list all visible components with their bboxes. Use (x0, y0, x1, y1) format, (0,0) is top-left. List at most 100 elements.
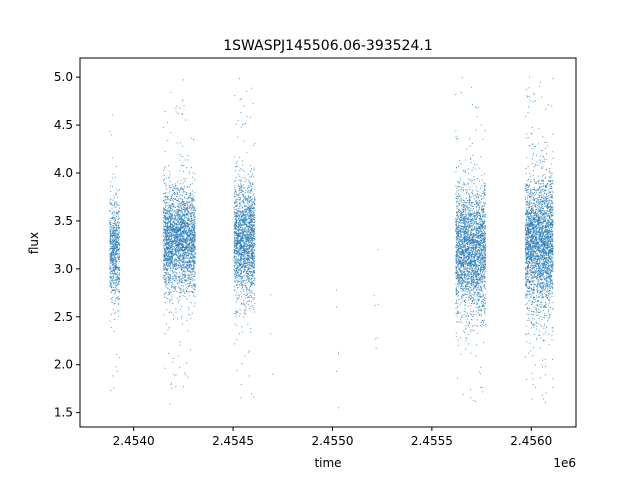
data-point (172, 357, 174, 359)
data-point (191, 167, 193, 169)
data-point (175, 251, 177, 253)
data-point (180, 255, 182, 257)
data-point (178, 235, 180, 237)
data-point (250, 185, 252, 187)
data-point (111, 279, 113, 281)
data-point (249, 228, 251, 230)
data-point (249, 267, 251, 269)
data-point (179, 235, 181, 237)
data-point (164, 269, 166, 271)
data-point (240, 223, 242, 225)
data-point (247, 269, 249, 271)
data-point (251, 230, 253, 232)
data-point (253, 207, 255, 209)
data-point (174, 194, 176, 195)
data-point (242, 248, 244, 250)
data-point (164, 229, 166, 231)
data-point (252, 213, 254, 215)
data-point (110, 253, 112, 255)
data-point (236, 369, 238, 371)
data-point (244, 215, 246, 217)
data-point (243, 217, 245, 219)
data-point (247, 248, 249, 250)
data-point (189, 263, 191, 265)
data-point (181, 226, 183, 228)
data-point (170, 229, 172, 231)
data-point (175, 386, 177, 388)
data-point (164, 200, 166, 202)
data-point (170, 196, 172, 198)
data-point (172, 231, 174, 233)
data-point (252, 273, 254, 275)
data-point (250, 240, 252, 242)
data-point (237, 165, 239, 167)
data-point (177, 286, 179, 288)
data-point (173, 250, 175, 252)
data-point (168, 210, 170, 212)
data-point (185, 232, 187, 234)
data-point (170, 220, 172, 222)
data-point (114, 288, 116, 290)
data-point (168, 264, 169, 266)
data-point (167, 221, 169, 223)
data-point (242, 164, 244, 166)
data-point (233, 207, 235, 209)
data-point (187, 235, 189, 237)
data-point (174, 233, 176, 235)
data-point (248, 257, 250, 259)
data-point (111, 263, 113, 265)
data-point (163, 239, 165, 241)
data-point (174, 213, 176, 215)
data-point (187, 223, 189, 225)
data-point (170, 383, 172, 385)
data-point (166, 258, 168, 260)
data-point (178, 241, 180, 243)
data-point (116, 288, 118, 290)
data-point (233, 261, 235, 263)
data-point (244, 262, 246, 264)
data-point (174, 230, 176, 232)
data-point (240, 282, 242, 284)
data-point (245, 246, 247, 248)
data-point (109, 221, 111, 223)
data-point (118, 219, 120, 221)
data-point (247, 323, 249, 325)
data-point (181, 222, 183, 224)
data-point (252, 204, 254, 206)
data-point (249, 271, 251, 273)
data-point (189, 266, 191, 268)
data-point (173, 187, 175, 189)
data-point (185, 265, 187, 267)
data-point (168, 221, 170, 223)
data-point (250, 195, 252, 197)
data-point (251, 87, 253, 89)
data-point (110, 190, 112, 192)
data-point (246, 254, 248, 256)
data-point (164, 236, 166, 238)
data-point (238, 220, 240, 222)
data-point (187, 221, 189, 223)
data-point (115, 267, 117, 269)
data-point (183, 209, 185, 211)
data-point (236, 245, 238, 247)
data-point (109, 255, 111, 257)
data-point (241, 212, 243, 214)
data-point (166, 273, 168, 275)
data-point (166, 247, 168, 249)
data-point (116, 228, 118, 230)
data-point (184, 253, 186, 255)
data-point (191, 274, 193, 276)
data-point (175, 188, 177, 190)
data-point (169, 180, 171, 182)
data-point (189, 193, 191, 195)
data-point (184, 253, 186, 255)
data-point (243, 258, 245, 260)
data-point (110, 221, 112, 223)
data-point (166, 241, 168, 243)
data-point (167, 253, 169, 255)
data-point (176, 205, 178, 207)
data-point (164, 185, 166, 187)
data-point (114, 300, 116, 302)
data-point (174, 268, 176, 270)
data-point (179, 234, 181, 236)
